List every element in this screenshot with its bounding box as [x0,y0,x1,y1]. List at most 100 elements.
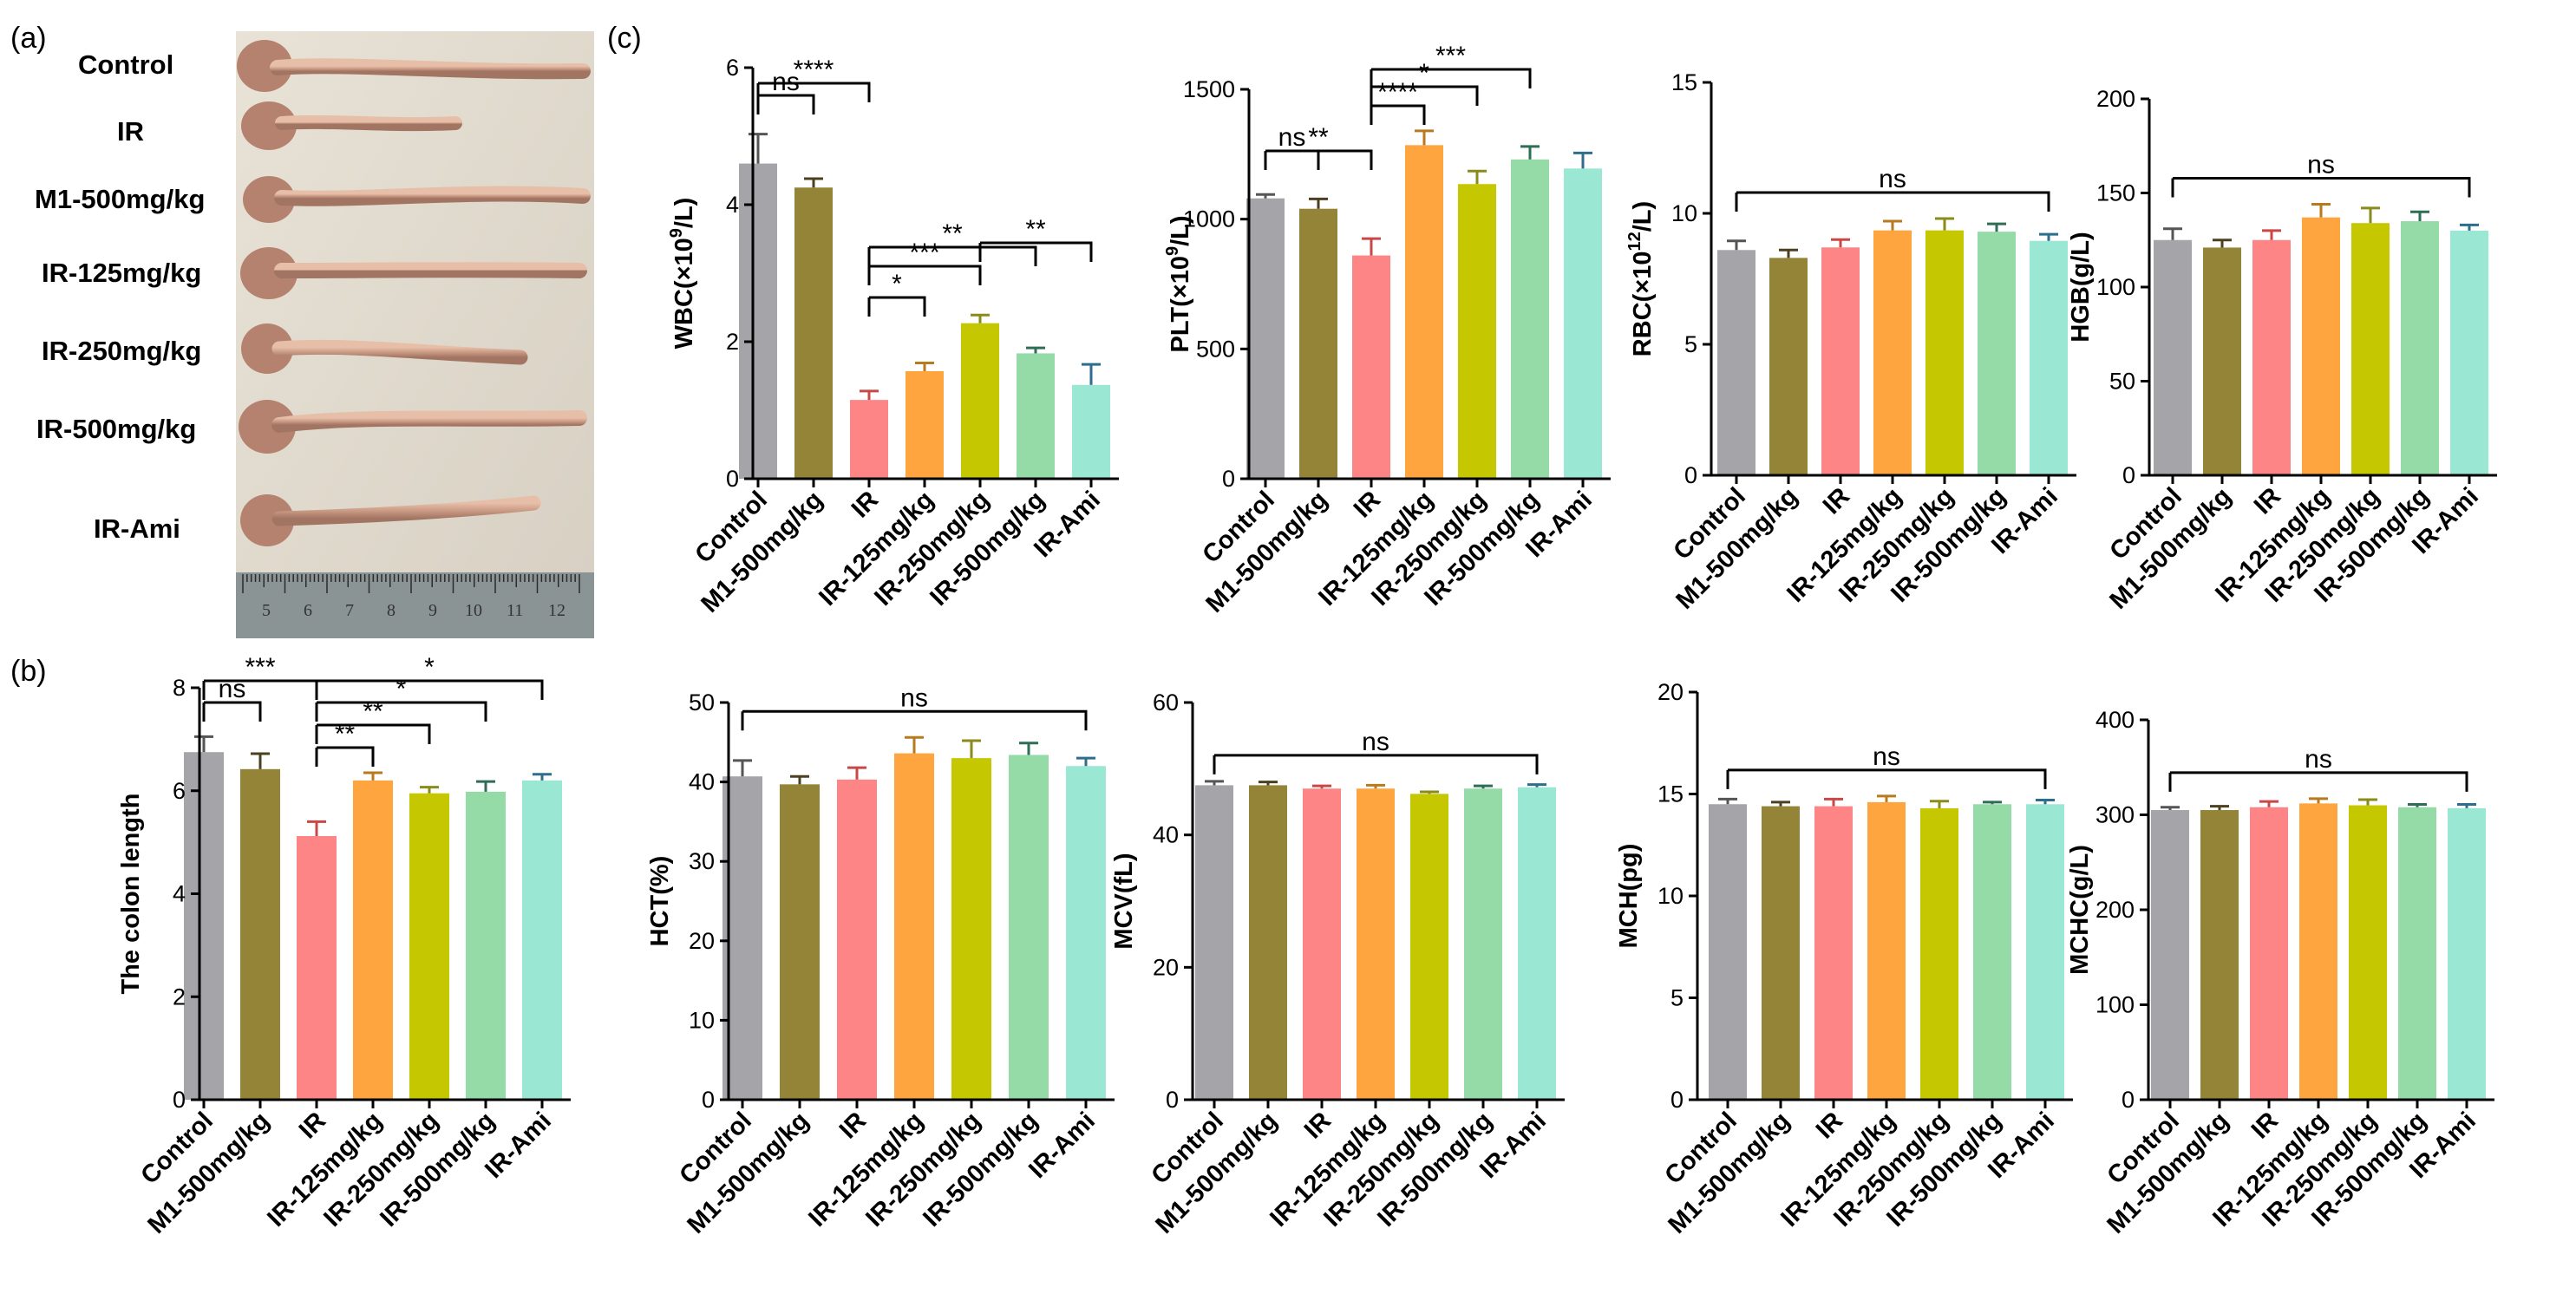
ruler-number: 12 [548,601,566,620]
bar-control [2154,239,2192,475]
bar-ir-125mg-kg [2302,217,2340,475]
bar-ir-500mg-kg [1017,353,1055,479]
y-tick-label: 10 [1657,883,1684,909]
photo-label-irami: IR-Ami [94,513,180,544]
bar-ir-500mg-kg [2398,807,2436,1100]
ruler-ticks [242,574,580,593]
bar-ir-250mg-kg [951,758,991,1100]
x-category-label: IR [847,486,884,523]
y-tick-label: 30 [689,848,715,874]
significance-bracket [869,296,926,317]
y-tick-label: 4 [173,881,186,907]
y-axis-title: HCT(%) [646,856,674,947]
bar-ir-250mg-kg [1925,230,1964,475]
bar-ir-125mg-kg [1873,230,1912,475]
bar-ir-250mg-kg [961,323,999,479]
bar-ir [1303,788,1341,1100]
ruler-number: 10 [465,601,482,620]
photo-label-ir125: IR-125mg/kg [42,258,201,288]
significance-bracket [2170,771,2468,792]
significance-label: ns [2305,745,2332,774]
significance-bracket [1371,85,1479,106]
y-tick-label: 6 [173,778,186,804]
bar-ir-250mg-kg [1458,184,1496,480]
significance-bracket [758,82,871,102]
y-tick-label: 15 [1657,781,1684,807]
y-tick-label: 200 [2096,86,2135,112]
y-axis-title: MCHC(g/L) [2066,845,2094,975]
x-category-label: IR [2249,482,2286,520]
y-tick-label: 20 [1153,954,1179,980]
y-tick-label: 100 [2096,274,2135,300]
y-tick-label: 40 [1153,822,1179,848]
y-axis-title: MCV(fL) [1110,853,1138,949]
x-category-label: IR [1349,486,1386,523]
significance-bracket [1265,149,1373,170]
significance-bracket [2173,177,2471,198]
y-tick-label: 4 [726,192,739,218]
y-tick-label: 0 [173,1087,186,1113]
y-tick-label: 50 [2109,369,2135,395]
significance-label: ** [942,219,963,248]
y-tick-label: 0 [1684,462,1697,488]
bar-m1-500mg-kg [240,768,280,1100]
x-category-label: IR [1299,1107,1337,1144]
bar-ir [1821,247,1860,475]
bar-ir [1814,806,1853,1100]
panel-label-b: (b) [10,655,47,688]
colon-photo: Control IR M1-500mg/kg IR-125mg/kg IR-25… [35,31,594,638]
photo-label-m1: M1-500mg/kg [35,184,205,214]
bar-m1-500mg-kg [1249,785,1287,1100]
ruler-number: 9 [428,601,437,620]
bar-ir-500mg-kg [2401,221,2439,476]
y-tick-label: 6 [726,55,739,81]
significance-label: ns [2307,151,2335,180]
photo-background [236,31,594,638]
bar-ir-125mg-kg [1405,145,1443,479]
bar-m1-500mg-kg [2203,247,2241,475]
y-tick-label: 10 [1671,200,1697,226]
colon-specimen-ir125 [240,247,587,299]
significance-bracket [317,746,375,767]
bar-ir-ami [2030,240,2068,475]
significance-bracket [317,701,487,722]
y-tick-label: 2 [726,329,739,355]
bar-control [1195,785,1233,1100]
y-tick-label: 100 [2095,992,2135,1018]
ruler-number: 11 [507,601,523,620]
bar-ir-250mg-kg [1920,807,1958,1100]
photo-label-ir: IR [117,116,144,147]
y-tick-label: 10 [689,1007,715,1033]
bar-ir [2250,807,2288,1100]
x-category-label: IR [834,1107,872,1144]
bar-ir [1352,255,1390,479]
panel-label-a: (a) [10,22,47,55]
bar-ir-500mg-kg [466,791,506,1100]
y-tick-label: 0 [726,466,739,492]
significance-label: **** [1377,78,1418,107]
bar-ir-500mg-kg [1511,159,1549,479]
bar-ir-ami [522,780,562,1100]
ruler-numbers: 5 6 7 8 9 10 11 12 [262,601,566,620]
significance-label: ** [1308,123,1329,152]
y-axis-title: MCH(pg) [1615,844,1643,949]
bar-m1-500mg-kg [780,784,820,1100]
bar-ir-500mg-kg [1978,232,2016,475]
bar-ir-ami [1564,168,1602,479]
colon-specimen-ir500 [239,400,587,454]
y-tick-label: 40 [689,769,715,795]
y-tick-label: 0 [2122,462,2135,488]
significance-bracket [869,245,1037,266]
bar-ir-125mg-kg [2299,803,2337,1100]
y-tick-label: 2 [173,984,186,1010]
y-tick-label: 50 [689,689,715,716]
x-category-label: IR [1811,1107,1848,1144]
y-tick-label: 60 [1153,689,1179,716]
significance-label: *** [1435,42,1466,70]
x-category-label: IR [294,1107,331,1144]
